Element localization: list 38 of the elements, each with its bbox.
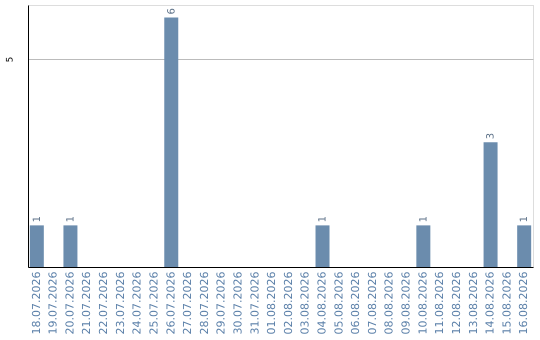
x-tick-label: 31.07.2026 (248, 272, 262, 334)
data-label: 1 (418, 216, 430, 222)
x-tick-label: 20.07.2026 (63, 272, 76, 334)
x-tick-label: 01.08.2026 (265, 272, 278, 334)
x-tick-label: 13.08.2026 (466, 272, 480, 334)
x-tick-label: 26.07.2026 (164, 272, 178, 334)
x-tick-label: 21.07.2026 (80, 272, 94, 334)
data-label: 6 (166, 8, 178, 14)
x-tick-label: 07.08.2026 (366, 272, 379, 334)
data-label: 1 (32, 216, 43, 222)
data-label: 3 (486, 132, 497, 140)
x-tick-label: 24.07.2026 (130, 272, 144, 334)
data-label: 1 (318, 216, 329, 222)
x-tick-label: 19.07.2026 (46, 272, 60, 334)
x-tick-label: 30.07.2026 (231, 272, 244, 334)
x-tick-label: 28.07.2026 (198, 272, 211, 334)
data-label: 1 (519, 216, 530, 222)
x-tick-label: 09.08.2026 (400, 272, 413, 334)
x-tick-label: 06.08.2026 (349, 272, 362, 334)
x-tick-label: 03.08.2026 (298, 272, 312, 334)
x-tick-label: 16.08.2026 (517, 272, 530, 334)
x-tick-label: 18.07.2026 (30, 272, 43, 334)
x-tick-label: 08.08.2026 (382, 272, 396, 334)
x-tick-label: 02.08.2026 (282, 272, 295, 334)
x-tick-label: 10.08.2026 (416, 272, 430, 334)
x-tick-label: 05.08.2026 (332, 272, 346, 334)
x-tick-label: 15.08.2026 (500, 272, 514, 334)
x-tick-label: 25.07.2026 (147, 272, 160, 334)
data-label: 1 (65, 216, 76, 222)
x-tick-label: 04.08.2026 (316, 272, 329, 334)
x-tick-label: 23.07.2026 (114, 272, 127, 334)
x-tick-label: 14.08.2026 (484, 272, 497, 334)
x-tick-label: 27.07.2026 (181, 272, 194, 334)
x-tick-label: 12.08.2026 (450, 272, 463, 334)
x-tick-label: 22.07.2026 (97, 272, 110, 334)
y-tick-label: 5 (6, 56, 16, 62)
x-tick-label: 29.07.2026 (214, 272, 228, 334)
x-tick-label: 11.08.2026 (433, 272, 446, 334)
